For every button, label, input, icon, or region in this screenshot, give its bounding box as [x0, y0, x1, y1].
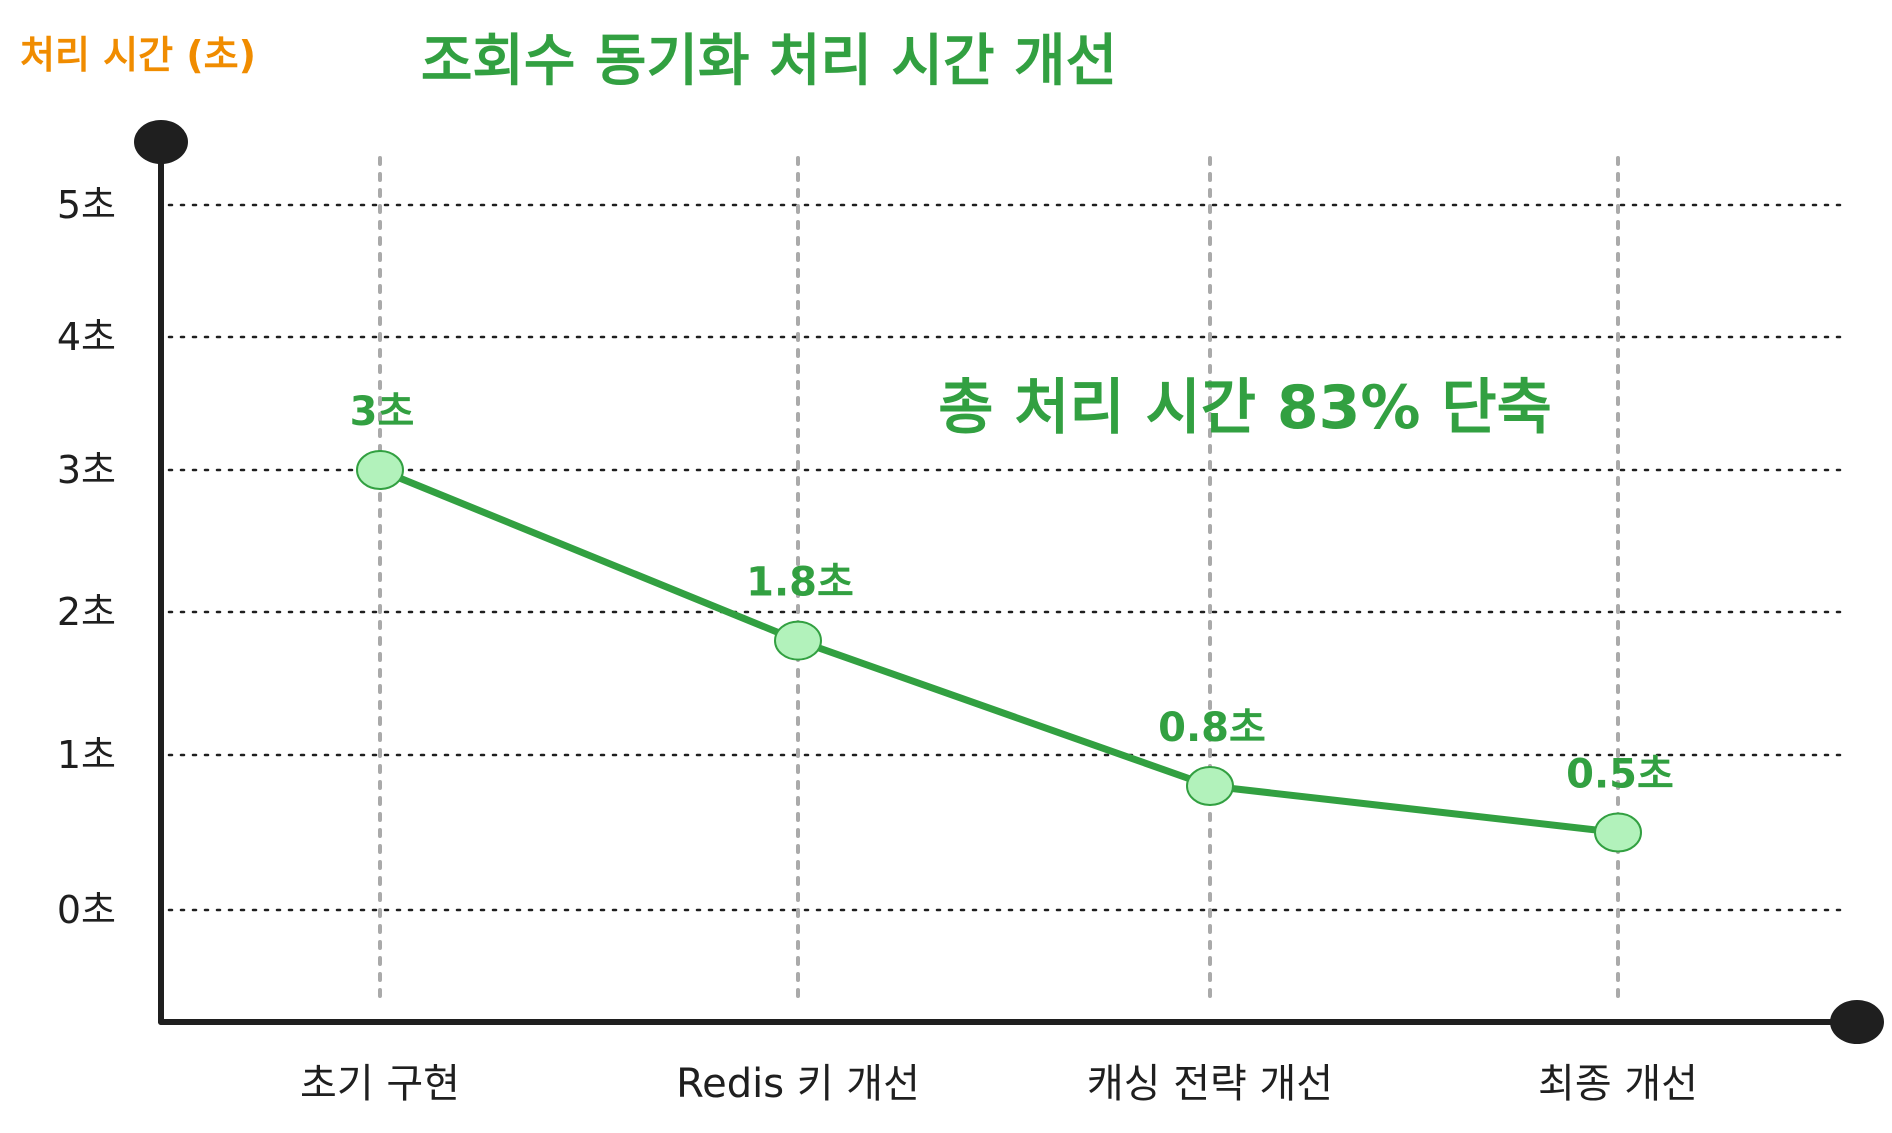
data-label: 0.8초	[1158, 705, 1266, 751]
data-point	[357, 451, 403, 489]
data-label: 0.5초	[1566, 752, 1674, 798]
y-tick-label: 4초	[57, 315, 116, 359]
x-category-label: Redis 키 개선	[676, 1061, 920, 1107]
y-tick-labels: 0초 1초 2초 3초 4초 5초	[57, 183, 116, 932]
improvement-annotation: 총 처리 시간 83% 단축	[938, 373, 1552, 443]
y-tick-label: 3초	[57, 448, 116, 492]
axis-layer	[134, 120, 1884, 1044]
x-category-labels: 초기 구현 Redis 키 개선 캐싱 전략 개선 최종 개선	[300, 1061, 1698, 1107]
y-axis-title: 처리 시간 (초)	[20, 33, 256, 77]
x-category-label: 캐싱 전략 개선	[1087, 1061, 1333, 1107]
y-tick-label: 0초	[57, 888, 116, 932]
y-tick-label: 2초	[57, 590, 116, 634]
data-label: 1.8초	[746, 560, 854, 606]
data-labels: 3초 1.8초 0.8초 0.5초	[350, 389, 1674, 798]
data-label: 3초	[350, 389, 415, 435]
y-tick-label: 1초	[57, 733, 116, 777]
data-point	[1595, 814, 1641, 852]
series-line	[380, 470, 1618, 833]
x-category-label: 최종 개선	[1538, 1061, 1698, 1107]
x-axis-arrow-cap	[1830, 1000, 1884, 1044]
grid-layer	[169, 158, 1844, 1005]
data-point	[775, 622, 821, 660]
x-category-label: 초기 구현	[300, 1061, 460, 1107]
data-points	[357, 451, 1641, 852]
y-tick-label: 5초	[57, 183, 116, 227]
y-axis-arrow-cap	[134, 120, 188, 164]
data-point	[1187, 767, 1233, 805]
chart-title: 조회수 동기화 처리 시간 개선	[421, 29, 1117, 94]
